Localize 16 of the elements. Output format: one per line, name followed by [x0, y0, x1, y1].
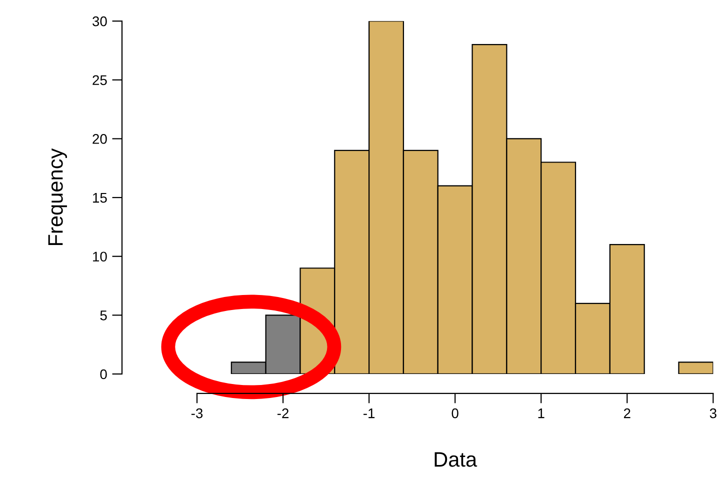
x-axis-title: Data	[434, 452, 478, 467]
x-tick-label: 1	[538, 408, 544, 418]
x-tick-label: -1	[363, 408, 375, 418]
y-tick-label: 15	[93, 193, 107, 203]
y-tick-label: 10	[93, 252, 107, 262]
y-axis-title: Frequency	[48, 148, 67, 246]
y-tick-label: 5	[100, 310, 107, 320]
y-tick-label: 20	[92, 134, 107, 144]
y-tick-label: 0	[100, 369, 107, 380]
x-tick-label: -2	[277, 408, 288, 418]
y-tick-label: 25	[92, 75, 107, 86]
x-tick-label: -3	[191, 408, 203, 418]
x-tick-label: 3	[710, 408, 716, 418]
x-tick-label: 0	[452, 408, 458, 418]
x-tick-label: 2	[624, 408, 630, 418]
y-tick-label: 30	[92, 16, 107, 26]
